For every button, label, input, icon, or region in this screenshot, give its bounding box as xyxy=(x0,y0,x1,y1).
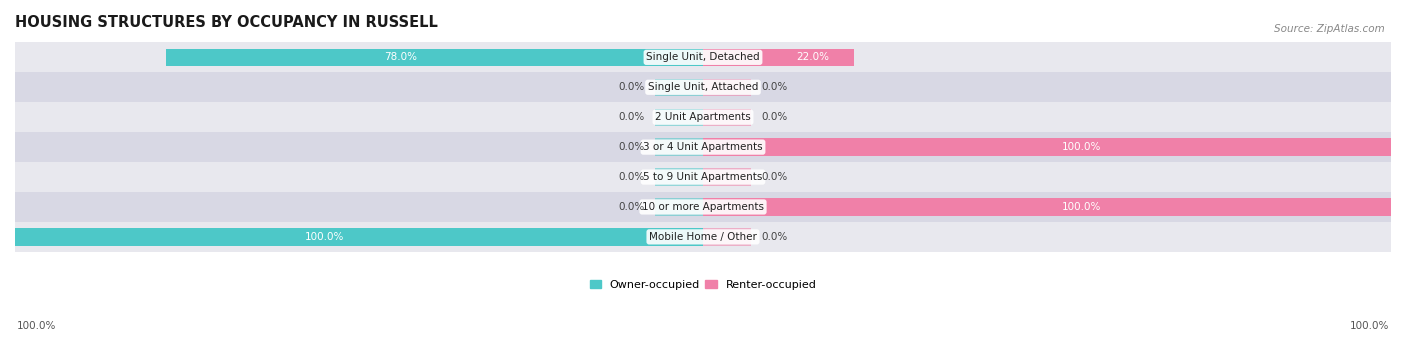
Text: 100.0%: 100.0% xyxy=(1062,202,1101,212)
Legend: Owner-occupied, Renter-occupied: Owner-occupied, Renter-occupied xyxy=(585,276,821,295)
Text: 5 to 9 Unit Apartments: 5 to 9 Unit Apartments xyxy=(644,172,762,182)
Bar xyxy=(703,108,751,126)
Text: 0.0%: 0.0% xyxy=(619,142,644,152)
Text: Single Unit, Detached: Single Unit, Detached xyxy=(647,53,759,62)
Bar xyxy=(703,198,1391,216)
Text: Source: ZipAtlas.com: Source: ZipAtlas.com xyxy=(1274,24,1385,34)
Text: 0.0%: 0.0% xyxy=(619,112,644,122)
Bar xyxy=(15,72,1391,102)
Bar xyxy=(703,78,751,96)
Bar xyxy=(15,222,1391,252)
Text: 100.0%: 100.0% xyxy=(1062,142,1101,152)
Bar xyxy=(15,228,703,246)
Text: 0.0%: 0.0% xyxy=(762,112,787,122)
Text: 100.0%: 100.0% xyxy=(1350,321,1389,331)
Bar xyxy=(655,198,703,216)
Bar xyxy=(15,192,1391,222)
Bar xyxy=(15,102,1391,132)
Text: 100.0%: 100.0% xyxy=(305,232,344,242)
Text: 0.0%: 0.0% xyxy=(762,172,787,182)
Bar xyxy=(15,162,1391,192)
Bar xyxy=(655,108,703,126)
Text: 2 Unit Apartments: 2 Unit Apartments xyxy=(655,112,751,122)
Text: 0.0%: 0.0% xyxy=(762,232,787,242)
Bar xyxy=(703,228,751,246)
Text: 0.0%: 0.0% xyxy=(619,202,644,212)
Bar xyxy=(655,138,703,156)
Bar xyxy=(15,132,1391,162)
Text: 0.0%: 0.0% xyxy=(619,172,644,182)
Bar xyxy=(703,49,855,66)
Bar xyxy=(703,168,751,186)
Bar xyxy=(703,138,1391,156)
Bar xyxy=(15,42,1391,72)
Text: Single Unit, Attached: Single Unit, Attached xyxy=(648,82,758,92)
Text: Mobile Home / Other: Mobile Home / Other xyxy=(650,232,756,242)
Text: 10 or more Apartments: 10 or more Apartments xyxy=(643,202,763,212)
Bar xyxy=(655,168,703,186)
Text: HOUSING STRUCTURES BY OCCUPANCY IN RUSSELL: HOUSING STRUCTURES BY OCCUPANCY IN RUSSE… xyxy=(15,15,437,30)
Text: 3 or 4 Unit Apartments: 3 or 4 Unit Apartments xyxy=(643,142,763,152)
Text: 78.0%: 78.0% xyxy=(384,53,416,62)
Text: 100.0%: 100.0% xyxy=(17,321,56,331)
Bar xyxy=(166,49,703,66)
Text: 0.0%: 0.0% xyxy=(619,82,644,92)
Bar xyxy=(655,78,703,96)
Text: 0.0%: 0.0% xyxy=(762,82,787,92)
Text: 22.0%: 22.0% xyxy=(797,53,830,62)
